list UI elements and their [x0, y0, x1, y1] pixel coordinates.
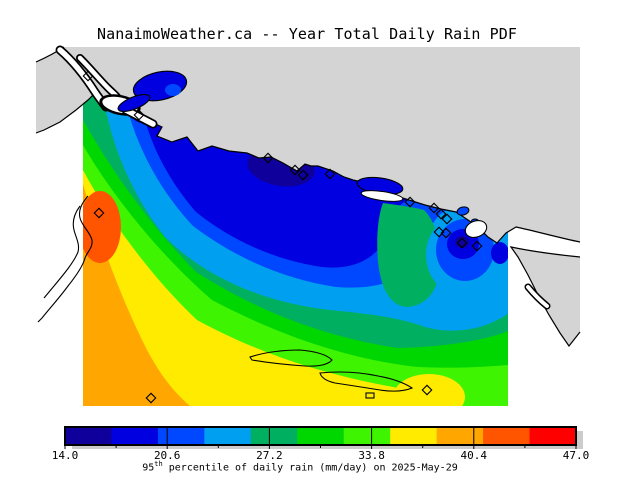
contour-yellow-blob-south: [393, 374, 465, 406]
colorbar: 14.0 20.6 27.2 33.8 40.4 47.0: [52, 426, 590, 462]
colorbar-border: [64, 426, 577, 446]
colorbar-segment: [204, 427, 252, 445]
plot-title: NanaimoWeather.ca -- Year Total Daily Ra…: [97, 25, 518, 43]
colorbar-tick-label: 27.2: [256, 449, 283, 462]
land-lower-right: [511, 247, 580, 346]
bay-islands: [456, 206, 488, 238]
station-marker: [297, 169, 309, 181]
colorbar-tick-label: 20.6: [154, 449, 181, 462]
station-marker: [262, 152, 274, 164]
colorbar-segment: [111, 427, 159, 445]
coastline-lower-right: [509, 246, 581, 348]
estuary-spit: [356, 176, 404, 202]
colorbar-segment: [436, 427, 484, 445]
colorbar-segment: [250, 427, 298, 445]
station-marker: [435, 208, 447, 220]
station-marker: [433, 226, 445, 238]
colorbar-tick-label: 40.4: [461, 449, 488, 462]
colorbar-segment: [390, 427, 438, 445]
gulf-island-outlines: [249, 349, 414, 399]
colorbar-segment: [343, 427, 391, 445]
inlet-notch: [524, 283, 551, 310]
station-marker: [324, 168, 336, 180]
station-marker: [441, 213, 453, 225]
contour-high-core: [83, 191, 121, 263]
colorbar-caption: 95th percentile of daily rain (mm/day) o…: [142, 460, 458, 474]
colorbar-segment: [65, 427, 112, 445]
station-markers: [82, 70, 483, 404]
colorbar-tick-label: 33.8: [358, 449, 385, 462]
station-marker: [421, 384, 433, 396]
contour-low-core-east: [455, 236, 469, 248]
caption-superscript: th: [154, 460, 163, 468]
contour-teal-wedge: [377, 203, 441, 307]
colorbar-segment: [297, 427, 345, 445]
station-marker: [471, 240, 483, 252]
colorbar-segment: [483, 427, 531, 445]
harbour-water: [117, 70, 188, 113]
station-marker: [289, 164, 301, 176]
station-marker: [404, 196, 416, 208]
contour-band-yellow: [83, 170, 452, 406]
west-coastline: [37, 195, 93, 323]
station-marker: [440, 227, 452, 239]
station-marker: [428, 202, 440, 214]
station-marker: [93, 207, 105, 219]
station-marker: [82, 70, 94, 82]
station-marker: [133, 109, 145, 121]
colorbar-segment: [529, 427, 577, 445]
contour-blue-pocket: [491, 242, 508, 264]
colorbar-tick-label: 14.0: [52, 449, 79, 462]
colorbar-segment: [157, 427, 205, 445]
colorbar-tick-label: 47.0: [563, 449, 590, 462]
station-marker: [145, 392, 157, 404]
station-marker: [456, 237, 468, 249]
contour-band-orange: [83, 184, 190, 406]
